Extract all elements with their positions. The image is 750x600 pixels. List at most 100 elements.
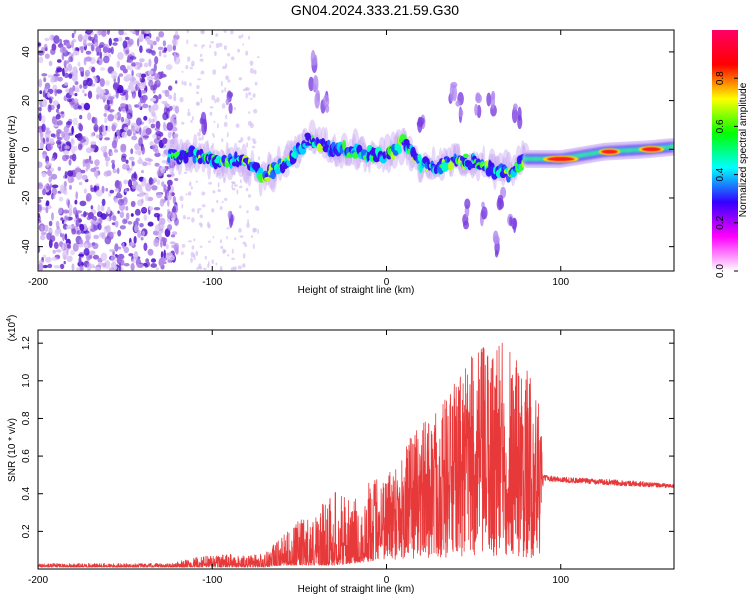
noise-blob xyxy=(83,248,90,256)
noise-speck xyxy=(186,39,189,45)
noise-blob xyxy=(85,193,92,202)
noise-speck xyxy=(223,177,226,184)
noise-blob xyxy=(103,125,106,134)
noise-blob xyxy=(158,258,164,267)
noise-blob xyxy=(142,103,149,109)
noise-blob xyxy=(106,125,111,133)
noise-blob xyxy=(136,263,144,268)
noise-speck xyxy=(200,70,205,75)
noise-blob xyxy=(90,160,93,165)
noise-blob xyxy=(42,188,46,196)
noise-speck xyxy=(217,182,220,188)
noise-speck xyxy=(196,267,199,271)
noise-blob xyxy=(45,130,52,135)
noise-blob xyxy=(106,217,111,222)
y-tick-label: 0.4 xyxy=(21,486,32,500)
noise-blob xyxy=(95,134,103,139)
noise-blob xyxy=(117,75,120,85)
noise-blob xyxy=(80,46,84,54)
noise-blob xyxy=(158,50,162,57)
ridge-halo xyxy=(170,157,176,172)
noise-blob xyxy=(69,184,72,190)
noise-speck xyxy=(181,203,184,209)
noise-blob xyxy=(167,224,173,231)
noise-blob xyxy=(148,79,154,88)
noise-blob xyxy=(68,73,73,79)
noise-blob xyxy=(161,100,168,105)
noise-blob xyxy=(90,228,96,232)
noise-blob xyxy=(38,183,44,190)
y-tick-label: 1.0 xyxy=(21,373,32,387)
noise-blob xyxy=(80,102,85,111)
noise-blob xyxy=(55,108,59,113)
noise-speck xyxy=(181,121,185,125)
noise-speck xyxy=(226,227,230,230)
noise-blob xyxy=(108,267,115,271)
noise-blob xyxy=(62,250,68,259)
ridge-streak xyxy=(313,54,318,66)
noise-blob xyxy=(142,177,147,186)
noise-blob xyxy=(122,68,128,74)
noise-blob xyxy=(57,76,63,82)
noise-speck xyxy=(235,123,240,128)
noise-blob xyxy=(141,170,144,174)
noise-speck xyxy=(257,228,259,235)
noise-blob xyxy=(91,66,96,73)
ridge-streak xyxy=(316,90,321,102)
noise-speck xyxy=(195,250,199,256)
noise-blob xyxy=(94,117,98,126)
noise-blob xyxy=(86,30,93,34)
noise-blob xyxy=(137,232,143,237)
noise-speck xyxy=(237,265,242,270)
ridge-halo xyxy=(386,155,392,174)
ridge-core xyxy=(442,164,450,171)
noise-blob xyxy=(53,73,60,77)
noise-blob xyxy=(66,225,73,230)
ridge-core xyxy=(183,155,189,164)
colorbar-tick-label: 0.6 xyxy=(715,119,726,133)
noise-speck xyxy=(187,191,192,196)
noise-speck xyxy=(231,257,236,260)
noise-speck xyxy=(198,263,202,269)
ridge-streak xyxy=(322,94,330,108)
noise-blob xyxy=(122,163,128,170)
noise-blob xyxy=(72,47,76,52)
noise-speck xyxy=(190,251,194,258)
noise-blob xyxy=(79,239,84,245)
noise-blob xyxy=(124,189,127,193)
noise-blob xyxy=(90,132,95,138)
ridge-halo xyxy=(222,163,227,181)
noise-blob xyxy=(39,140,45,150)
noise-blob xyxy=(103,151,108,158)
noise-blob xyxy=(153,207,161,211)
noise-blob xyxy=(150,263,157,268)
noise-blob xyxy=(104,137,110,141)
noise-blob xyxy=(78,181,83,186)
hotspot-core xyxy=(641,146,662,152)
noise-blob xyxy=(117,52,124,60)
noise-blob xyxy=(169,241,176,245)
noise-speck xyxy=(183,81,187,86)
noise-blob xyxy=(92,242,99,250)
noise-blob xyxy=(112,168,118,174)
noise-speck xyxy=(246,210,249,214)
noise-speck xyxy=(249,97,253,100)
noise-blob xyxy=(116,192,121,198)
noise-blob xyxy=(173,242,180,251)
noise-speck xyxy=(215,33,219,37)
noise-blob xyxy=(169,139,175,145)
noise-speck xyxy=(247,194,252,198)
ridge-streak xyxy=(225,98,230,106)
noise-speck xyxy=(186,217,191,220)
noise-speck xyxy=(200,30,205,34)
hotspot-core xyxy=(546,156,575,162)
noise-blob xyxy=(42,153,47,159)
noise-speck xyxy=(191,208,195,213)
noise-blob xyxy=(46,137,49,143)
noise-blob xyxy=(156,179,161,186)
noise-speck xyxy=(209,44,212,49)
noise-blob xyxy=(153,238,160,247)
noise-blob xyxy=(162,112,169,121)
ridge-core xyxy=(462,153,469,158)
noise-blob xyxy=(43,224,49,232)
